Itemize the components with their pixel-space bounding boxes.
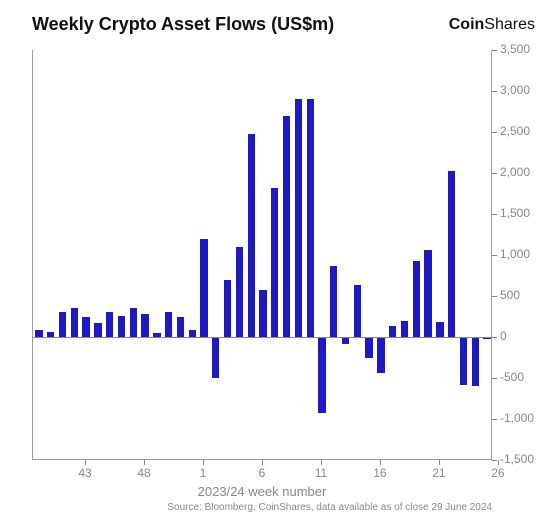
y-tick-label: 1,000 — [500, 247, 550, 261]
zero-axis-line — [33, 337, 491, 338]
y-tick-label: 3,500 — [500, 42, 550, 56]
y-tick-label: -1,500 — [500, 452, 550, 466]
x-tick-mark — [380, 460, 381, 465]
y-tick-label: 0 — [500, 329, 550, 343]
x-axis-label: 2023/24 week number — [198, 484, 327, 499]
y-tick-label: 3,000 — [500, 83, 550, 97]
bar — [389, 326, 396, 337]
source-text: Source: Bloomberg, CoinShares, data avai… — [167, 502, 492, 513]
bar — [212, 337, 219, 378]
bar — [413, 261, 420, 337]
y-tick-mark — [492, 419, 497, 420]
y-tick-mark — [492, 296, 497, 297]
chart-title: Weekly Crypto Asset Flows (US$m) — [32, 14, 334, 35]
bar — [200, 239, 207, 337]
y-tick-mark — [492, 378, 497, 379]
bar — [330, 266, 337, 337]
bar — [248, 134, 255, 337]
bar — [236, 247, 243, 337]
bar — [141, 314, 148, 337]
x-tick-mark — [144, 460, 145, 465]
brand-bold: Coin — [449, 16, 485, 33]
bar — [165, 312, 172, 337]
y-tick-label: -1,000 — [500, 411, 550, 425]
brand-logo: CoinShares — [449, 16, 535, 34]
y-tick-mark — [492, 255, 497, 256]
bar — [365, 337, 372, 358]
bar — [295, 99, 302, 337]
bar — [472, 337, 479, 386]
chart-container: Weekly Crypto Asset Flows (US$m) CoinSha… — [0, 0, 560, 522]
y-tick-label: 2,000 — [500, 165, 550, 179]
bar — [271, 188, 278, 337]
y-tick-mark — [492, 50, 497, 51]
y-tick-label: 500 — [500, 288, 550, 302]
bar — [71, 308, 78, 337]
y-tick-label: -500 — [500, 370, 550, 384]
x-tick-label: 16 — [373, 466, 386, 480]
bar — [448, 171, 455, 337]
bar — [401, 321, 408, 337]
bar — [189, 330, 196, 337]
bar — [177, 317, 184, 338]
y-tick-label: 2,500 — [500, 124, 550, 138]
bar — [224, 280, 231, 337]
bar — [82, 317, 89, 338]
x-tick-mark — [498, 460, 499, 465]
x-tick-label: 48 — [137, 466, 150, 480]
bar — [283, 116, 290, 337]
bar — [424, 250, 431, 337]
bar — [106, 312, 113, 337]
x-tick-mark — [203, 460, 204, 465]
bar — [354, 285, 361, 337]
bar — [35, 330, 42, 337]
y-tick-label: 1,500 — [500, 206, 550, 220]
y-tick-mark — [492, 173, 497, 174]
bar — [94, 323, 101, 337]
y-tick-mark — [492, 132, 497, 133]
bar — [307, 99, 314, 337]
brand-light: Shares — [484, 16, 535, 33]
y-tick-mark — [492, 91, 497, 92]
x-tick-mark — [321, 460, 322, 465]
plot-area — [32, 50, 492, 460]
x-tick-label: 26 — [491, 466, 504, 480]
bar — [436, 322, 443, 337]
x-tick-label: 1 — [200, 466, 207, 480]
bar — [377, 337, 384, 373]
x-tick-label: 6 — [259, 466, 266, 480]
bar — [318, 337, 325, 413]
x-tick-label: 43 — [78, 466, 91, 480]
x-tick-label: 11 — [315, 466, 327, 480]
bars-layer — [33, 50, 491, 459]
y-tick-mark — [492, 214, 497, 215]
bar — [460, 337, 467, 385]
bar — [118, 316, 125, 337]
bar — [59, 312, 66, 337]
bar — [259, 290, 266, 337]
y-tick-mark — [492, 460, 497, 461]
x-tick-label: 21 — [432, 466, 445, 480]
y-tick-mark — [492, 337, 497, 338]
x-tick-mark — [262, 460, 263, 465]
x-tick-mark — [85, 460, 86, 465]
bar — [130, 308, 137, 337]
x-tick-mark — [439, 460, 440, 465]
